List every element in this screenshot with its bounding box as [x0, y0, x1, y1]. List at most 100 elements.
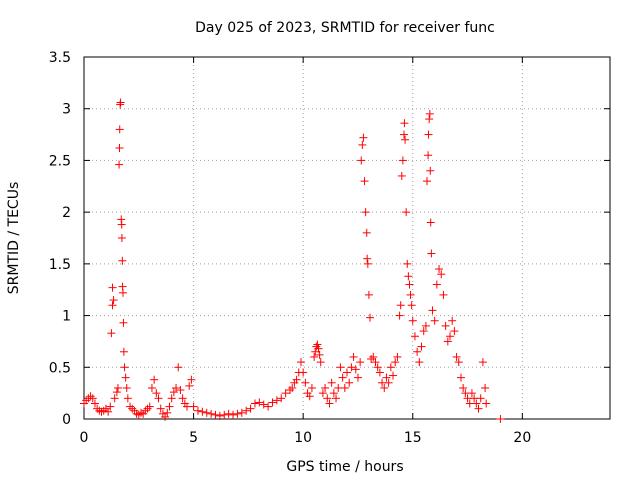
data-point — [321, 383, 330, 392]
data-point — [272, 396, 281, 405]
data-point — [396, 301, 405, 310]
data-point — [115, 144, 124, 153]
data-point — [314, 344, 323, 353]
data-point — [220, 410, 229, 419]
data-point — [427, 249, 436, 258]
data-point — [318, 389, 327, 398]
data-point — [187, 375, 196, 384]
data-point — [150, 375, 159, 384]
x-tick-labels: 0 5 10 15 20 — [80, 430, 532, 446]
x-tick-label: 20 — [513, 430, 531, 446]
data-point — [403, 259, 412, 268]
data-point — [467, 389, 476, 398]
data-point — [454, 358, 463, 367]
data-point — [347, 363, 356, 372]
data-point — [425, 115, 434, 124]
data-point — [119, 288, 128, 297]
data-point — [312, 342, 321, 351]
data-point — [413, 347, 422, 356]
data-point — [126, 402, 135, 411]
data-point — [108, 301, 117, 310]
data-point — [472, 399, 481, 408]
data-point — [268, 398, 277, 407]
data-point — [99, 406, 108, 415]
data-point — [332, 394, 341, 403]
data-point — [109, 296, 118, 305]
data-point — [327, 378, 336, 387]
data-point — [358, 140, 367, 149]
data-point — [360, 177, 369, 186]
data-point — [459, 383, 468, 392]
data-point — [315, 350, 324, 359]
data-point — [189, 402, 198, 411]
data-point — [400, 119, 409, 128]
data-point — [357, 156, 366, 165]
data-point — [113, 383, 122, 392]
data-point — [371, 358, 380, 367]
data-point — [441, 321, 450, 330]
y-tick-labels: 0 0.5 1 1.5 2 2.5 3 3.5 — [49, 50, 71, 428]
data-point — [299, 368, 308, 377]
data-point — [156, 404, 165, 413]
data-point — [264, 402, 273, 411]
grid-lines — [84, 57, 610, 419]
y-tick-label: 3.5 — [49, 50, 71, 66]
data-point — [165, 402, 174, 411]
data-point — [259, 400, 268, 409]
data-point — [152, 389, 161, 398]
data-point — [118, 256, 127, 265]
data-point — [292, 375, 301, 384]
data-point — [349, 352, 358, 361]
data-point — [88, 394, 97, 403]
data-point — [250, 399, 259, 408]
data-point — [128, 404, 137, 413]
data-point — [246, 404, 255, 413]
data-point — [476, 394, 485, 403]
data-point — [419, 327, 428, 336]
data-point — [90, 399, 99, 408]
data-point — [446, 332, 455, 341]
axis-ticks — [83, 56, 610, 420]
data-point — [198, 407, 207, 416]
data-point — [373, 363, 382, 372]
data-point — [415, 358, 424, 367]
data-point — [120, 363, 129, 372]
data-point — [369, 352, 378, 361]
x-tick-label: 0 — [80, 430, 89, 446]
data-point — [174, 363, 183, 372]
data-point — [421, 321, 430, 330]
data-point — [167, 394, 176, 403]
data-point — [215, 411, 224, 420]
data-point — [437, 270, 446, 279]
data-point — [224, 409, 233, 418]
data-point — [417, 342, 426, 351]
data-point — [406, 290, 415, 299]
data-point — [176, 386, 185, 395]
data-point — [123, 394, 132, 403]
data-point — [185, 381, 194, 390]
data-point — [119, 318, 128, 327]
data-point — [448, 316, 457, 325]
data-point — [478, 358, 487, 367]
data-point — [134, 410, 143, 419]
data-point — [277, 394, 286, 403]
data-point — [435, 265, 444, 274]
data-point — [404, 272, 413, 281]
data-point — [424, 130, 433, 139]
data-point — [364, 290, 373, 299]
data-point — [425, 109, 434, 118]
data-point — [145, 402, 154, 411]
data-point — [422, 177, 431, 186]
data-point — [401, 135, 410, 144]
data-point — [410, 332, 419, 341]
data-point — [407, 301, 416, 310]
data-point — [86, 392, 95, 401]
data-point — [380, 383, 389, 392]
data-point — [316, 358, 325, 367]
data-point — [405, 280, 414, 289]
data-point — [363, 254, 372, 263]
data-point — [343, 368, 351, 377]
data-point — [426, 166, 435, 175]
data-point — [163, 408, 172, 417]
